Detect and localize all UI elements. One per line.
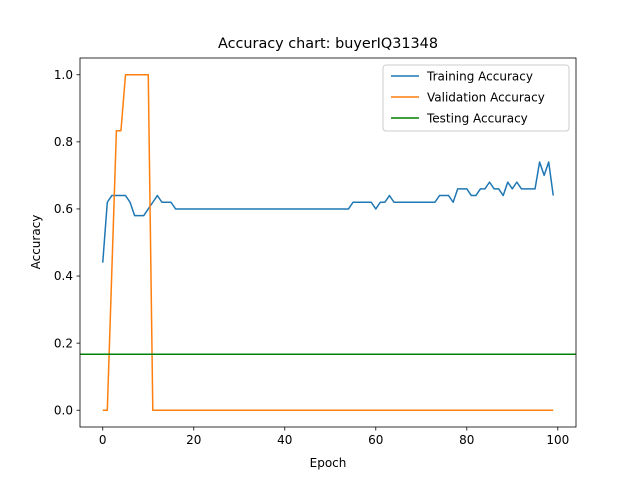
y-axis-label: Accuracy bbox=[29, 215, 43, 270]
x-tick-label-2: 40 bbox=[277, 433, 292, 447]
series-group bbox=[80, 74, 576, 411]
axes-layer: 0 20 40 60 80 100 0.0 0.2 0.4 0.6 0.8 1.0 bbox=[54, 57, 577, 447]
series-line-0 bbox=[102, 161, 554, 263]
x-tick-label-3: 60 bbox=[368, 433, 383, 447]
y-tick-label-2: 0.4 bbox=[54, 269, 73, 283]
legend: Training Accuracy Validation Accuracy Test… bbox=[382, 64, 570, 132]
x-tick-label-1: 20 bbox=[186, 433, 201, 447]
legend-label-0: Training Accuracy bbox=[426, 69, 533, 83]
chart-title: Accuracy chart: buyerIQ31348 bbox=[218, 36, 438, 52]
y-tick-label-1: 0.2 bbox=[54, 336, 73, 350]
axes-frame bbox=[79, 57, 577, 428]
x-tick-label-0: 0 bbox=[99, 433, 107, 447]
x-axis-label: Epoch bbox=[310, 456, 347, 470]
series-line-1 bbox=[102, 74, 554, 411]
legend-label-1: Validation Accuracy bbox=[427, 90, 545, 104]
x-tick-label-4: 80 bbox=[459, 433, 474, 447]
y-tick-label-5: 1.0 bbox=[54, 68, 73, 82]
y-tick-label-4: 0.8 bbox=[54, 135, 73, 149]
series-layer bbox=[80, 74, 576, 411]
y-tick-label-0: 0.0 bbox=[54, 403, 73, 417]
y-tick-label-3: 0.6 bbox=[54, 202, 73, 216]
legend-box bbox=[382, 64, 570, 132]
legend-label-2: Testing Accuracy bbox=[426, 111, 528, 125]
x-tick-label-5: 100 bbox=[546, 433, 569, 447]
